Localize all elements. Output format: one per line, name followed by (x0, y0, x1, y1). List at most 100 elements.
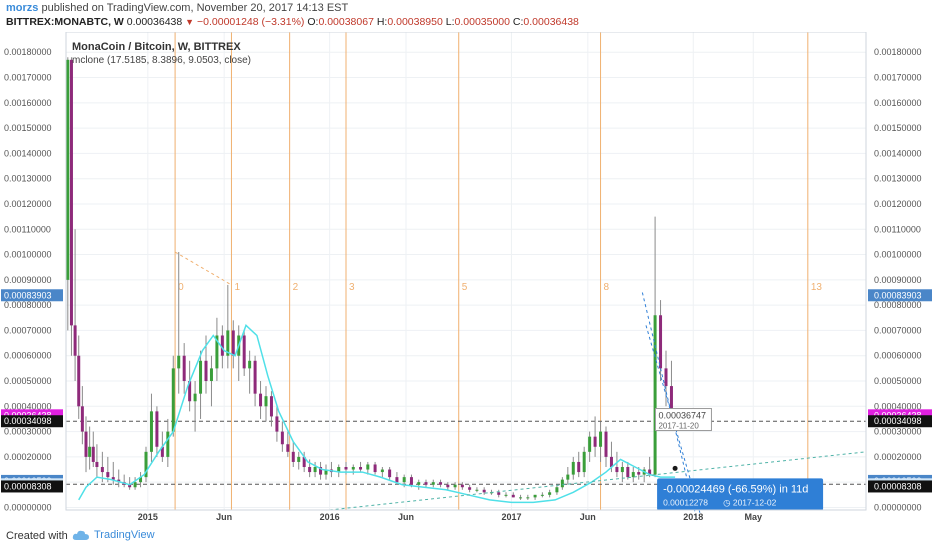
y-tick-label-right: 0.00050000 (874, 376, 922, 386)
y-tick-label-right: 0.00170000 (874, 73, 922, 83)
candle-body (259, 393, 263, 407)
candle-body (604, 431, 608, 457)
candle-body (439, 482, 443, 485)
fib-zone-label: 3 (349, 282, 355, 293)
candle-body (69, 59, 73, 326)
candle-body (280, 431, 284, 445)
fib-zone-label: 0 (178, 282, 184, 293)
candle-body (460, 484, 464, 488)
candle-body (106, 472, 110, 478)
y-tick-label-left: 0.00080000 (4, 300, 52, 310)
y-tick-label-right: 0.00060000 (874, 351, 922, 361)
candle-body (571, 461, 575, 475)
candle-body (319, 467, 323, 475)
candle-body (111, 477, 115, 480)
price-tag-left-text: 0.00034098 (4, 416, 52, 426)
price-tag-left (1, 480, 63, 493)
indicator-series-line (78, 324, 676, 504)
axes: 0.00180000 0.00180000 0.00170000 0.00170000… (1, 32, 932, 522)
candle-body (155, 411, 159, 447)
x-tick-label: 2017 (501, 512, 521, 522)
y-tick-label-left: 0.00020000 (4, 452, 52, 462)
candle-body (482, 489, 486, 493)
candle-body (548, 492, 552, 495)
candle-body (215, 335, 219, 369)
price-tag-right (868, 480, 932, 493)
price-tag-right-text: 0.00083903 (874, 290, 922, 300)
price-change: −0.00001248 (−3.31%) (197, 16, 305, 28)
candle-body (209, 368, 213, 382)
y-tick-label-right: 0.00080000 (874, 300, 922, 310)
fib-time-zones: 0 1 2 3 5 8 13 (174, 32, 822, 510)
candle-body (431, 482, 435, 485)
y-tick-label-right: 0.00070000 (874, 325, 922, 335)
price-tag-left-text: 0.00008308 (4, 481, 52, 491)
price-tag-right-text: 0.00034098 (874, 416, 922, 426)
candle-body (275, 416, 279, 432)
y-tick-label-right: 0.00160000 (874, 98, 922, 108)
x-tick-label: Jun (398, 512, 414, 522)
indicator-legend: mclone (17.5185, 8.3896, 9.0503, close) (72, 55, 251, 66)
candle-body (409, 477, 413, 485)
candle-body (302, 456, 306, 468)
candle-body (100, 467, 104, 473)
candle-body (128, 484, 132, 488)
candle-body (637, 472, 641, 475)
chart-header: morzs published on TradingView.com, Nove… (0, 0, 932, 32)
candle-body (95, 461, 99, 468)
chart-title: MonaCoin / Bitcoin, W, BITTREX (72, 41, 241, 53)
candle-body (73, 325, 77, 356)
candle-body (324, 469, 328, 475)
candle-body (308, 467, 312, 473)
horizontal-lines (66, 420, 866, 485)
candle-body (84, 431, 88, 457)
candle-body (133, 482, 137, 488)
y-tick-label-left: 0.00000000 (4, 502, 52, 512)
candle-body (88, 446, 92, 457)
candle-body (177, 355, 181, 369)
candle-body (193, 393, 197, 402)
y-tick-label-left: 0.00180000 (4, 47, 52, 57)
candle-body (171, 368, 175, 432)
candle-body (139, 477, 143, 483)
candle-body (555, 487, 559, 493)
y-tick-label-right: 0.00090000 (874, 275, 922, 285)
x-tick-label: 2016 (320, 512, 340, 522)
candle-body (313, 467, 317, 473)
x-tick-label: Jun (216, 512, 232, 522)
candle-body (519, 497, 523, 499)
x-tick-label: 2018 (683, 512, 703, 522)
candle-body (77, 355, 81, 407)
candle-body (664, 368, 668, 387)
candle-body (226, 330, 230, 356)
candle-body (144, 451, 148, 478)
y-tick-label-left: 0.00060000 (4, 351, 52, 361)
low-value: 0.00035000 (454, 16, 510, 28)
candle-body (248, 360, 252, 369)
candle-body (359, 467, 363, 470)
measure-sub-date: ◷ 2017-12-02 (723, 497, 777, 507)
created-with-text: Created with (6, 530, 68, 542)
author-link[interactable]: morzs (6, 2, 39, 14)
y-tick-label-left: 0.00130000 (4, 174, 52, 184)
candle-body (199, 360, 203, 394)
candle-body (424, 482, 428, 485)
candle-body (599, 431, 603, 447)
candle-body (286, 444, 290, 452)
candle-body (337, 467, 341, 473)
y-tick-label-right: 0.00020000 (874, 452, 922, 462)
tradingview-logo[interactable]: TradingView (72, 529, 155, 541)
candle-body (648, 469, 652, 475)
candle-body (659, 315, 663, 369)
published-text: published on TradingView.com, November 2… (41, 2, 349, 14)
y-tick-label-right: 0.00040000 (874, 401, 922, 411)
candle-body (631, 472, 635, 478)
symbol-label: BITTREX:MONABTC, W (6, 16, 124, 28)
candle-body (231, 330, 235, 356)
grid (66, 32, 866, 510)
y-tick-label-right: 0.00150000 (874, 123, 922, 133)
candle-body (615, 467, 619, 473)
y-tick-label-left: 0.00140000 (4, 148, 52, 158)
